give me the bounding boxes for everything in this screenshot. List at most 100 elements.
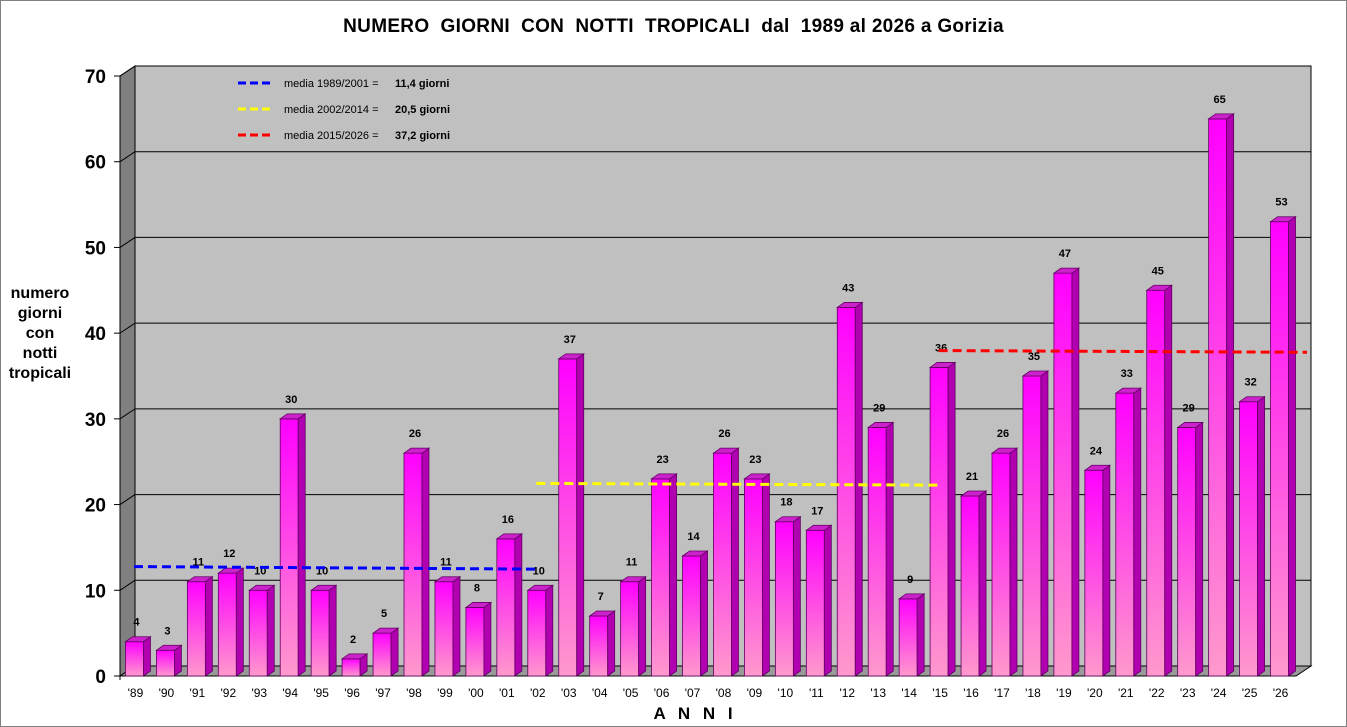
x-tick-label: '22 [1149, 686, 1165, 700]
bar [464, 601, 493, 677]
y-tick-label: 10 [85, 581, 106, 602]
bar [588, 610, 616, 677]
bar-front [465, 607, 485, 677]
bar-top [248, 584, 276, 591]
data-label: 45 [1152, 265, 1164, 277]
gridline-depth [119, 65, 136, 77]
average-line [133, 565, 537, 571]
bar [712, 447, 740, 677]
gridline-depth [119, 237, 136, 248]
average-line [938, 349, 1308, 354]
x-tick-label: '23 [1180, 686, 1196, 700]
bar [1083, 464, 1112, 677]
bar-front [991, 452, 1011, 677]
bar-front [589, 615, 609, 677]
bar-top [340, 653, 369, 660]
data-label: 33 [1121, 368, 1133, 380]
y-tick-label: 40 [85, 324, 106, 345]
bar-top [588, 610, 616, 617]
bar [371, 627, 400, 677]
bar-side [1009, 447, 1018, 677]
bar-top [1176, 422, 1204, 428]
bar-side [576, 353, 585, 677]
x-tick-label: '21 [1118, 686, 1134, 700]
bar-top [1238, 396, 1266, 403]
gridline-depth [119, 579, 136, 591]
x-tick-label: '90 [159, 686, 175, 700]
legend-value: 11,4 giorni [395, 78, 449, 90]
data-label: 4 [133, 617, 140, 629]
bar-front [682, 555, 701, 677]
bar-top [1083, 464, 1112, 471]
data-label: 35 [1028, 351, 1040, 363]
data-label: 53 [1275, 197, 1287, 209]
bar-front [836, 307, 856, 677]
y-axis-label-line: tropicali [8, 365, 72, 382]
bar-top [805, 524, 833, 531]
bar-side [204, 575, 213, 677]
bar-front [1115, 392, 1135, 677]
bar-side [607, 610, 616, 677]
x-tick-label: '25 [1242, 686, 1258, 700]
y-tick-label: 50 [85, 238, 106, 259]
bar-side [545, 584, 554, 677]
bar-front [744, 478, 763, 677]
x-tick-label: '99 [437, 686, 453, 700]
bar-front [558, 358, 578, 677]
bar-front [713, 452, 732, 677]
data-label: 32 [1244, 377, 1256, 389]
x-tick-label: '07 [685, 686, 701, 700]
bar-front [651, 478, 670, 677]
bar [340, 653, 369, 677]
bar-top [959, 490, 988, 497]
bar-front [496, 538, 516, 677]
x-tick-label: '12 [839, 686, 855, 700]
bar-side [978, 490, 987, 677]
bar-side [297, 413, 306, 677]
bar-side [514, 533, 523, 677]
data-label: 11 [440, 557, 452, 569]
data-label: 9 [907, 574, 913, 586]
bar-front [898, 598, 918, 677]
data-label: 30 [285, 394, 297, 406]
x-tick-label: '89 [128, 686, 144, 700]
bar-front [1239, 401, 1258, 677]
bar-front [341, 658, 361, 677]
gridline-depth [119, 151, 136, 163]
bar-side [143, 635, 151, 677]
bar-top [1269, 216, 1297, 223]
data-label: 21 [966, 471, 978, 483]
bar-front [620, 581, 640, 677]
x-tick-label: '03 [561, 686, 577, 700]
bar-top [990, 447, 1019, 454]
legend-label: media 2015/2026 = [284, 130, 379, 142]
bar-top [712, 447, 740, 454]
x-tick-label: '05 [623, 686, 639, 700]
legend-value: 20,5 giorni [395, 104, 450, 116]
bar-front [248, 589, 268, 677]
bar-top [402, 447, 431, 454]
bar-top [928, 362, 957, 368]
y-axis-label-line: giorni [17, 305, 63, 322]
bar-top [1021, 370, 1050, 377]
bar [278, 413, 307, 677]
bar-side [669, 473, 677, 677]
bar [1145, 284, 1173, 677]
data-label: 11 [193, 557, 205, 569]
bar-top [217, 567, 245, 574]
bar-front [960, 495, 980, 677]
bar-side [1071, 267, 1080, 677]
bar-front [1146, 289, 1166, 677]
bar-top [619, 576, 647, 583]
average-line [536, 481, 939, 487]
x-tick-label: '97 [375, 686, 391, 700]
bar-top [526, 584, 555, 591]
bar [619, 575, 647, 677]
bar-front [279, 418, 299, 677]
chart-title: NUMERO GIORNI CON NOTTI TROPICALI dal 19… [343, 16, 1004, 37]
y-axis-label: numero giorni con notti tropicali [0, 284, 80, 384]
data-label: 29 [1183, 402, 1195, 414]
bar [1207, 113, 1235, 677]
x-tick-label: '08 [716, 686, 732, 700]
bar [928, 361, 957, 677]
